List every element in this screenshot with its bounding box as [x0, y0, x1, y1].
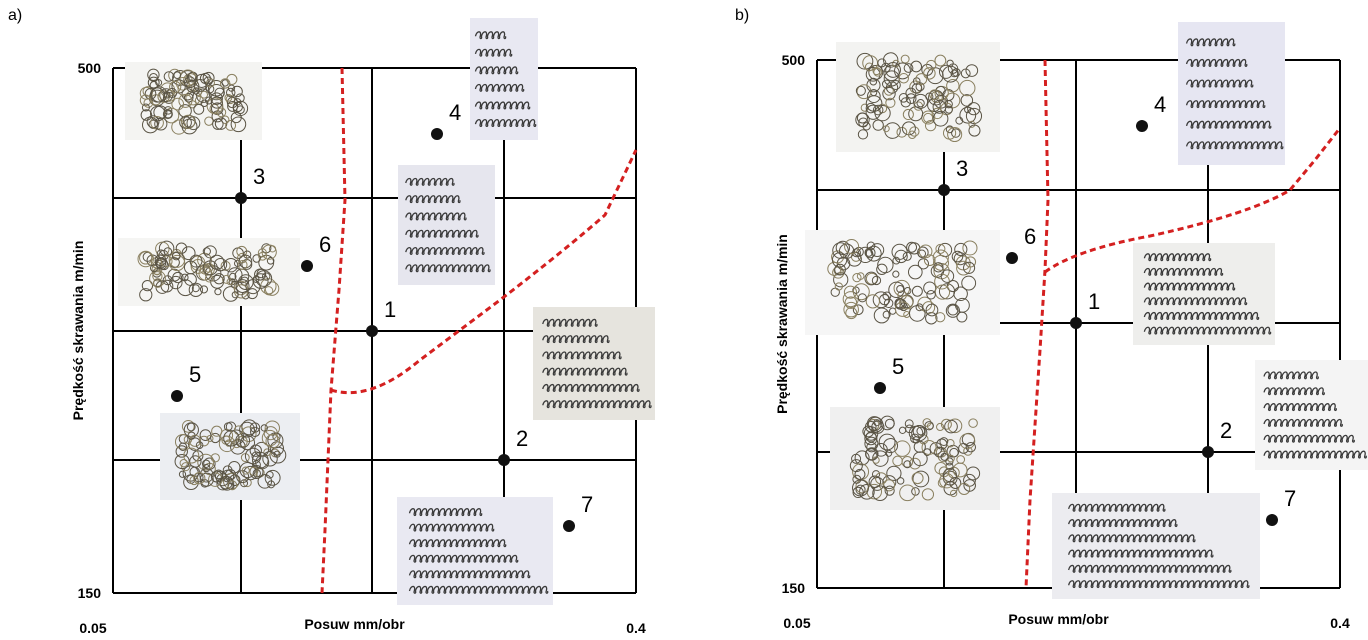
point — [235, 192, 247, 204]
point-label: 1 — [384, 297, 396, 322]
point — [498, 454, 510, 466]
panel-label: b) — [735, 7, 749, 24]
photo-bg — [836, 42, 1000, 152]
point-label: 3 — [956, 156, 968, 181]
point-label: 5 — [892, 354, 904, 379]
point-label: 7 — [1284, 486, 1296, 511]
chip-photo — [397, 497, 553, 605]
chip-photo — [118, 238, 300, 306]
point — [171, 390, 183, 402]
y-axis-title: Prędkość skrawania m/min — [774, 234, 790, 414]
x-max-label: 0.4 — [1330, 615, 1350, 631]
x-min-label: 0.05 — [79, 620, 106, 636]
point — [366, 325, 378, 337]
chip-photo — [1255, 360, 1368, 470]
chip-photo — [1178, 22, 1285, 165]
chip-photo — [533, 307, 655, 420]
point — [1136, 120, 1148, 132]
x-axis-title: Posuw mm/obr — [1008, 611, 1109, 627]
point-label: 6 — [1024, 224, 1036, 249]
x-max-label: 0.4 — [626, 620, 646, 636]
chip-photo — [1133, 243, 1275, 345]
figure: a) 1 2 3 4 5 6 7 500 150 0.05 0.4 Posuw mm/obr Prędko… — [0, 0, 1368, 640]
page: a) 1 2 3 4 5 6 7 500 150 0.05 0.4 Posuw mm/obr Prędko… — [0, 0, 1368, 640]
chip-photo — [830, 407, 1000, 510]
y-min-label: 150 — [782, 580, 806, 596]
y-max-label: 500 — [782, 52, 806, 68]
point-label: 3 — [253, 164, 265, 189]
point — [1070, 317, 1082, 329]
point-label: 4 — [449, 100, 461, 125]
chip-photo — [470, 18, 538, 140]
point — [431, 128, 443, 140]
chip-photo — [125, 62, 262, 140]
point-label: 2 — [516, 426, 528, 451]
point — [1202, 446, 1214, 458]
chip-photo — [1052, 493, 1260, 599]
point — [563, 520, 575, 532]
x-axis-title: Posuw mm/obr — [304, 616, 405, 632]
point-label: 5 — [189, 362, 201, 387]
point-label: 1 — [1088, 289, 1100, 314]
point — [938, 184, 950, 196]
point — [301, 260, 313, 272]
y-axis-title: Prędkość skrawania m/min — [70, 241, 86, 421]
photo-bg — [533, 307, 655, 420]
chip-photo — [160, 413, 300, 500]
y-min-label: 150 — [78, 585, 102, 601]
point-label: 4 — [1154, 92, 1166, 117]
chip-photo — [836, 42, 1000, 152]
chip-photo — [398, 165, 495, 285]
y-max-label: 500 — [78, 60, 102, 76]
point-label: 6 — [319, 232, 331, 257]
point — [1266, 514, 1278, 526]
point — [874, 382, 886, 394]
photo-bg — [1052, 493, 1260, 599]
panel-label: a) — [8, 7, 22, 24]
x-min-label: 0.05 — [783, 615, 810, 631]
point-label: 2 — [1220, 418, 1232, 443]
point — [1006, 252, 1018, 264]
chip-photo — [805, 230, 1000, 335]
point-label: 7 — [581, 492, 593, 517]
